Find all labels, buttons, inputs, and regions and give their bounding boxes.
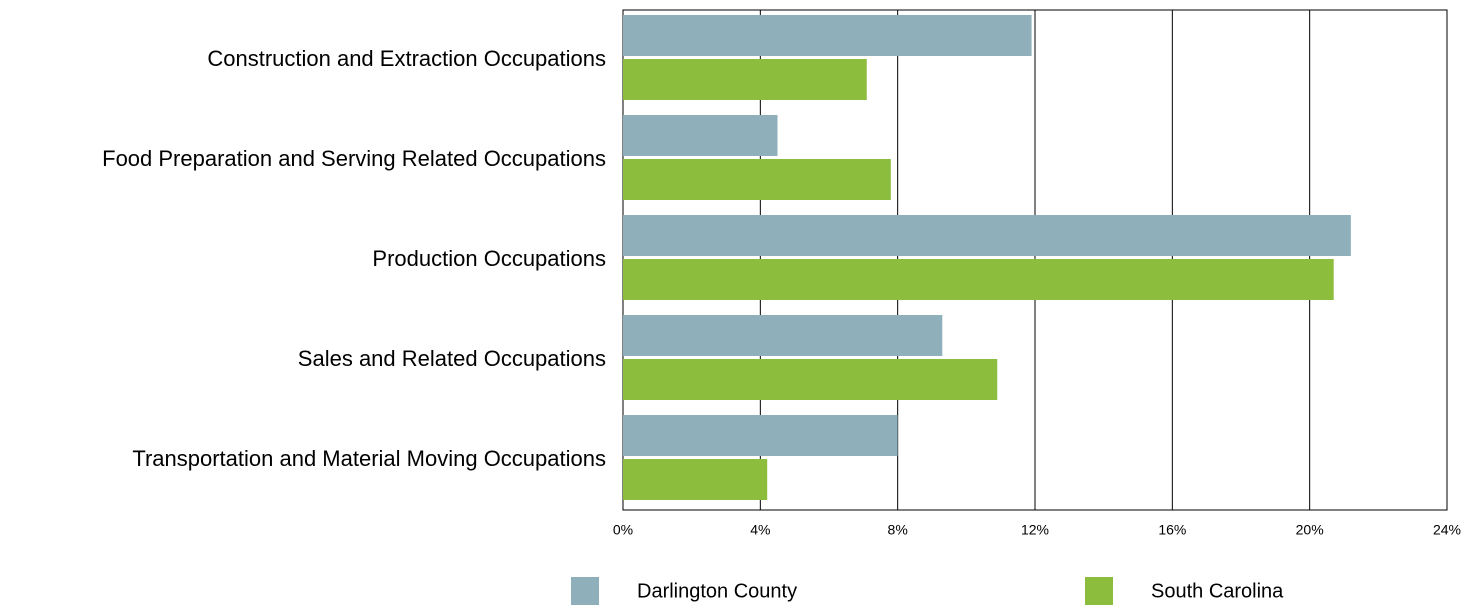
bar bbox=[623, 115, 778, 156]
y-tick-label: Production Occupations bbox=[372, 246, 606, 271]
legend-swatch bbox=[1085, 577, 1113, 605]
x-tick-label: 12% bbox=[1021, 522, 1049, 538]
bar bbox=[623, 15, 1032, 56]
x-tick-label: 8% bbox=[888, 522, 908, 538]
x-tick-label: 24% bbox=[1433, 522, 1461, 538]
y-tick-label: Construction and Extraction Occupations bbox=[207, 46, 606, 71]
x-tick-label: 4% bbox=[750, 522, 770, 538]
legend-label: Darlington County bbox=[637, 580, 797, 602]
x-tick-label: 20% bbox=[1296, 522, 1324, 538]
legend-label: South Carolina bbox=[1151, 580, 1284, 602]
y-tick-label: Food Preparation and Serving Related Occ… bbox=[102, 146, 606, 171]
y-tick-label: Transportation and Material Moving Occup… bbox=[132, 446, 606, 471]
y-tick-label: Sales and Related Occupations bbox=[298, 346, 606, 371]
bar bbox=[623, 315, 943, 356]
bar bbox=[623, 215, 1351, 256]
bar bbox=[623, 459, 768, 500]
legend-swatch bbox=[571, 577, 599, 605]
bar bbox=[623, 159, 891, 200]
x-tick-label: 0% bbox=[613, 522, 633, 538]
bar bbox=[623, 259, 1334, 300]
bar bbox=[623, 415, 898, 456]
bar bbox=[623, 359, 998, 400]
x-tick-label: 16% bbox=[1158, 522, 1186, 538]
bar bbox=[623, 59, 867, 100]
